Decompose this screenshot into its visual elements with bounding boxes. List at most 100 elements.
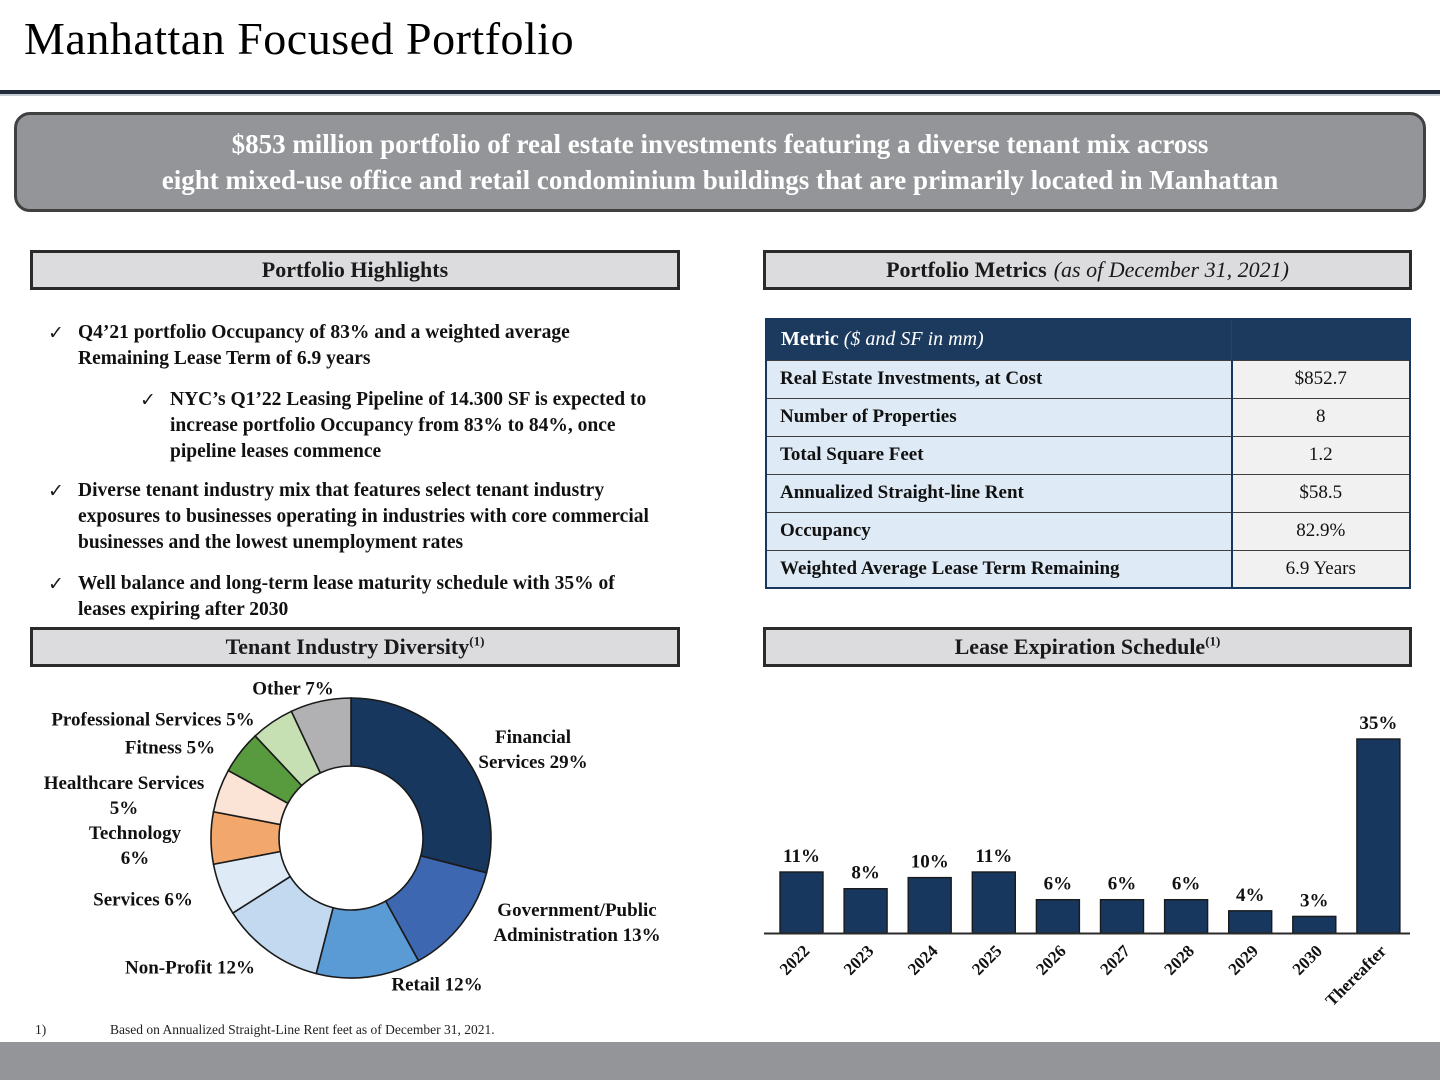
bar-2025 [971,871,1017,934]
donut-label-technology: Technology 6% [88,823,182,869]
bullet-text: Q4’21 portfolio Occupancy of 83% and a w… [78,322,570,369]
table-row: Total Square Feet 1.2 [765,435,1411,475]
table-row: Number of Properties 8 [765,397,1411,437]
donut-label-retail: Retail 12% [391,974,483,996]
bar-category-label: 2030 [1289,941,1326,978]
lease-expiration-bar-chart: 11% 2022 8% 2023 10% 2024 11% 2025 6% 2026 6% 2027 6… [750,700,1440,1040]
highlight-bullet: ✓ Well balance and long-term lease maturi… [30,571,678,623]
footnote-marker: (1) [1205,633,1221,649]
check-icon: ✓ [48,322,64,344]
bar-category-label: 2028 [1160,941,1197,978]
donut-label-government: Government/Public Administration 13% [493,900,661,946]
section-header-tenant-industry-diversity: Tenant Industry Diversity(1) [30,627,680,667]
section-header-label: Tenant Industry Diversity(1) [225,633,485,659]
bar-chart-svg: 11% 2022 8% 2023 10% 2024 11% 2025 6% 2026 6% 2027 6… [764,713,1410,1010]
footnote-number: 1) [35,1022,47,1037]
check-icon: ✓ [140,389,156,411]
donut-label-professional: Professional Services 5% [51,709,255,731]
bar-value-label: 35% [1359,713,1397,734]
donut-slice-financial [350,697,492,874]
footnote-text: Based on Annualized Straight-Line Rent f… [110,1022,495,1037]
bar-2026 [1035,898,1081,934]
metric-label: Weighted Average Lease Term Remaining [765,549,1233,589]
bar-2027 [1099,898,1145,934]
highlights-bullet-list: ✓ Q4’21 portfolio Occupancy of 83% and a … [30,320,678,638]
footer-bar [0,1042,1440,1080]
donut-label-financial: Financial Services 29% [478,727,588,773]
summary-banner: $853 million portfolio of real estate in… [14,112,1426,212]
bullet-text: Well balance and long-term lease maturit… [78,573,615,620]
bar-category-label: Thereafter [1322,941,1391,1010]
banner-line-1: $853 million portfolio of real estate in… [231,129,1209,159]
donut-label-fitness: Fitness 5% [124,737,216,759]
check-icon: ✓ [48,480,64,502]
bar-value-label: 8% [851,863,880,884]
bar-category-label: 2022 [776,941,813,978]
section-header-portfolio-metrics: Portfolio Metrics (as of December 31, 20… [763,250,1412,290]
bar-2024 [907,876,952,934]
bar-category-label: 2026 [1032,941,1069,978]
highlight-bullet: ✓ Q4’21 portfolio Occupancy of 83% and a … [30,320,678,372]
bar-value-label: 11% [975,846,1012,867]
table-header-row: Metric ($ and SF in mm) [765,318,1411,361]
bar-2022 [779,871,824,934]
metric-label: Annualized Straight-line Rent [765,473,1233,513]
metric-label: Real Estate Investments, at Cost [765,359,1233,399]
value-column-header [1231,318,1411,361]
bar-category-label: 2029 [1225,941,1262,978]
metric-value: $58.5 [1230,473,1411,513]
donut-label-services: Services 6% [93,889,193,911]
metric-value: 1.2 [1230,435,1411,475]
section-header-label: Portfolio Highlights [261,257,449,282]
table-row: Real Estate Investments, at Cost $852.7 [765,359,1411,399]
section-header-date-qualifier: (as of December 31, 2021) [1053,257,1289,282]
bar-value-label: 3% [1300,890,1329,911]
metric-value: $852.7 [1230,359,1411,399]
bar-value-label: 4% [1236,885,1265,906]
section-header-label: Portfolio Metrics [886,257,1047,282]
section-header-portfolio-highlights: Portfolio Highlights [30,250,680,290]
metric-value: 6.9 Years [1230,549,1411,589]
bar-category-label: 2024 [904,941,942,979]
bar-2028 [1163,898,1209,934]
portfolio-metrics-table: Metric ($ and SF in mm) Real Estate Inve… [765,318,1411,589]
check-icon: ✓ [48,573,64,595]
highlight-bullet: ✓ Diverse tenant industry mix that featur… [30,478,678,556]
bar-value-label: 6% [1108,874,1137,895]
bar-value-label: 6% [1044,874,1073,895]
donut-chart-svg [210,697,492,979]
bullet-text: Diverse tenant industry mix that feature… [78,480,649,553]
metric-value: 82.9% [1230,511,1411,551]
table-row: Annualized Straight-line Rent $58.5 [765,473,1411,513]
table-row: Occupancy 82.9% [765,511,1411,551]
donut-slice-other [290,697,352,774]
bar-2029 [1228,910,1273,934]
bar-value-label: 11% [783,846,820,867]
bar-Thereafter [1356,738,1401,934]
bar-2030 [1292,915,1337,934]
donut-label-other: Other 7% [252,678,334,700]
section-header-label: Lease Expiration Schedule(1) [954,633,1221,659]
bar-value-label: 10% [911,852,949,873]
donut-label-nonprofit: Non-Profit 12% [125,957,255,979]
metric-label: Number of Properties [765,397,1233,437]
bar-value-label: 6% [1172,874,1201,895]
title-divider-rule [0,90,1440,96]
highlight-bullet: ✓ NYC’s Q1’22 Leasing Pipeline of 14.300 … [30,387,678,465]
donut-label-healthcare: Healthcare Services 5% [43,773,205,819]
bar-category-label: 2025 [968,941,1005,978]
bar-2023 [843,887,888,934]
bar-category-label: 2027 [1096,941,1134,979]
bar-category-label: 2023 [840,941,877,978]
footnote-marker: (1) [469,633,485,649]
footnote: 1) Based on Annualized Straight-Line Ren… [35,1022,495,1038]
metric-label: Occupancy [765,511,1233,551]
metric-value: 8 [1230,397,1411,437]
tenant-industry-donut-chart: Financial Services 29% Government/Public Ad… [0,672,710,1032]
page-title: Manhattan Focused Portfolio [24,13,575,64]
table-row: Weighted Average Lease Term Remaining 6.9… [765,549,1411,589]
metric-column-header: Metric ($ and SF in mm) [765,318,1233,361]
banner-line-2: eight mixed-use office and retail condom… [161,165,1279,195]
bullet-text: NYC’s Q1’22 Leasing Pipeline of 14.300 S… [170,389,647,462]
section-header-lease-expiration-schedule: Lease Expiration Schedule(1) [763,627,1412,667]
